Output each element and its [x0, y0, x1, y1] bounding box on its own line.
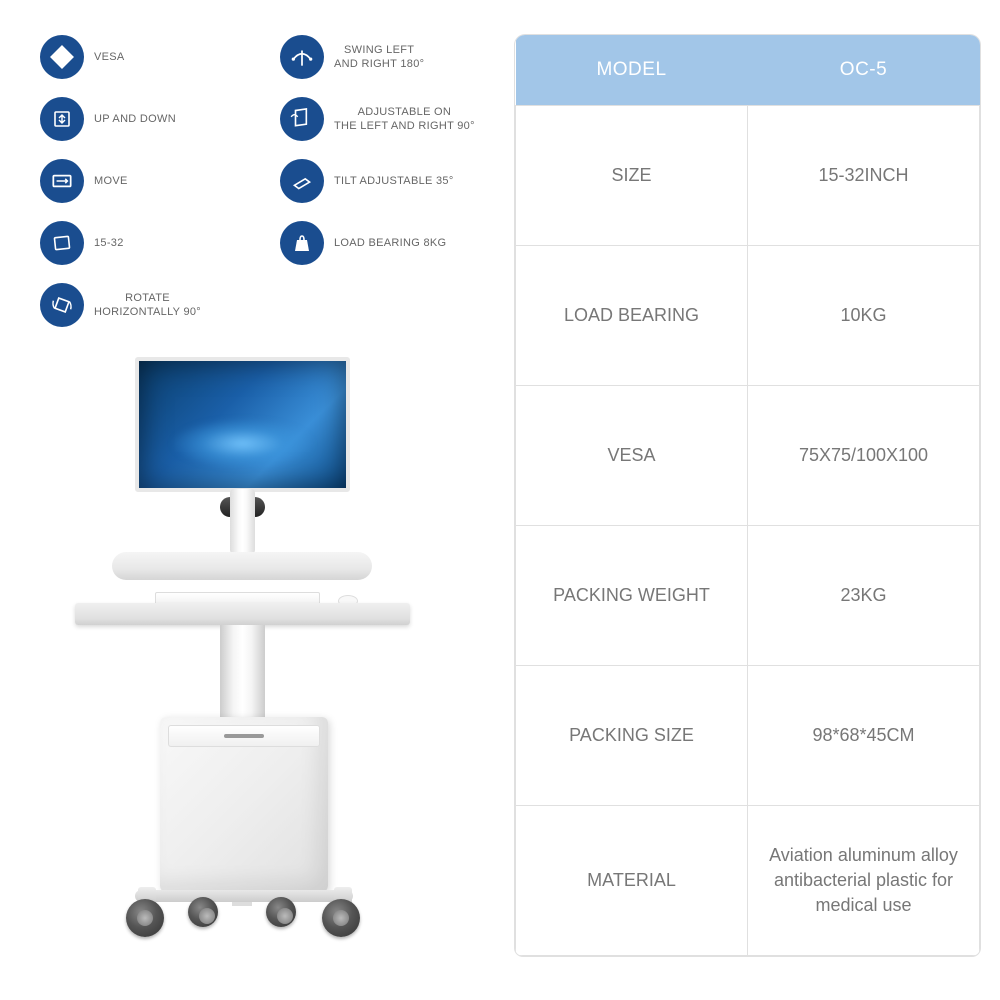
spec-key: PACKING SIZE [516, 666, 748, 806]
move-icon [40, 159, 84, 203]
feature-label: ADJUSTABLE ONTHE LEFT AND RIGHT 90° [334, 105, 475, 134]
updown-icon [40, 97, 84, 141]
spec-val: 23KG [748, 526, 980, 666]
feature-updown: UP AND DOWN [40, 97, 250, 141]
feature-label: VESA [94, 50, 125, 64]
feature-swing: SWING LEFTAND RIGHT 180° [280, 35, 490, 79]
spec-key: LOAD BEARING [516, 246, 748, 386]
spec-val: 98*68*45CM [748, 666, 980, 806]
keyboard-tray [75, 603, 410, 625]
base-horizontal [135, 890, 353, 902]
caster-wheel [266, 897, 296, 927]
spec-tbody: SIZE15-32INCH LOAD BEARING10KG VESA75X75… [516, 106, 980, 956]
product-illustration [40, 347, 450, 947]
feature-label: ROTATEHORIZONTALLY 90° [94, 291, 201, 320]
feature-label: TILT ADJUSTABLE 35° [334, 174, 454, 188]
monitor-arm [230, 489, 255, 554]
feature-vesa: VESA [40, 35, 250, 79]
spec-table: MODEL OC-5 SIZE15-32INCH LOAD BEARING10K… [515, 35, 980, 956]
drawer [168, 725, 320, 747]
spec-val: 15-32INCH [748, 106, 980, 246]
spec-header-value: OC-5 [748, 35, 980, 106]
spec-key: SIZE [516, 106, 748, 246]
feature-rotate: ROTATEHORIZONTALLY 90° [40, 283, 250, 327]
feature-tilt: TILT ADJUSTABLE 35° [280, 159, 490, 203]
spec-key: VESA [516, 386, 748, 526]
caster-wheel [322, 899, 360, 937]
spec-header-model: MODEL [516, 35, 748, 106]
feature-label: 15-32 [94, 236, 124, 250]
feature-label: LOAD BEARING 8KG [334, 236, 446, 250]
left-panel: VESA SWING LEFTAND RIGHT 180° UP AND DOW… [40, 35, 505, 1000]
features-grid: VESA SWING LEFTAND RIGHT 180° UP AND DOW… [40, 35, 505, 327]
screen-icon [40, 221, 84, 265]
caster-wheel [126, 899, 164, 937]
feature-move: MOVE [40, 159, 250, 203]
feature-label: UP AND DOWN [94, 112, 176, 126]
side-tray [112, 552, 372, 580]
caster-wheel [188, 897, 218, 927]
feature-label: MOVE [94, 174, 128, 188]
swing-icon [280, 35, 324, 79]
spec-val: Aviation aluminum alloy antibacterial pl… [748, 806, 980, 956]
monitor-screen [135, 357, 350, 492]
weight-icon [280, 221, 324, 265]
spec-val: 75X75/100X100 [748, 386, 980, 526]
rotate-icon [40, 283, 84, 327]
feature-load: LOAD BEARING 8KG [280, 221, 490, 265]
tilt-icon [280, 159, 324, 203]
adjust-lr-icon [280, 97, 324, 141]
spec-key: MATERIAL [516, 806, 748, 956]
vesa-icon [40, 35, 84, 79]
spec-val: 10KG [748, 246, 980, 386]
feature-adjust-lr: ADJUSTABLE ONTHE LEFT AND RIGHT 90° [280, 97, 490, 141]
feature-screen-size: 15-32 [40, 221, 250, 265]
feature-label: SWING LEFTAND RIGHT 180° [334, 43, 424, 72]
spec-key: PACKING WEIGHT [516, 526, 748, 666]
right-panel: MODEL OC-5 SIZE15-32INCH LOAD BEARING10K… [515, 35, 980, 1000]
column [220, 625, 265, 730]
